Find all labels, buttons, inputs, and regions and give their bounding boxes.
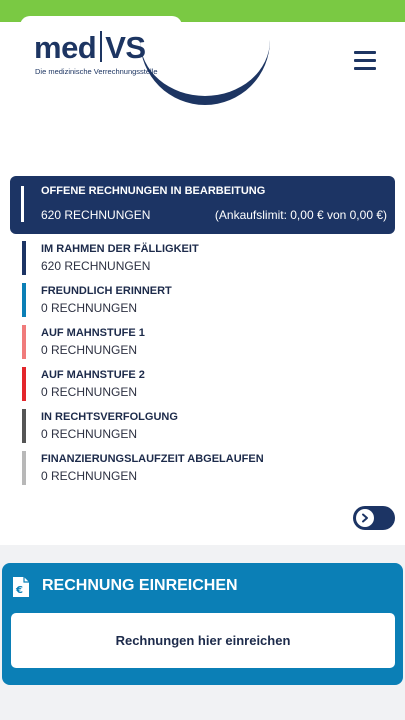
submit-invoice-title: RECHNUNG EINREICHEN bbox=[42, 577, 238, 594]
svg-text:€: € bbox=[15, 585, 23, 596]
status-count: 0 RECHNUNGEN bbox=[41, 343, 138, 357]
logo-divider bbox=[100, 31, 103, 62]
medvs-logo[interactable]: med VS Die medizinische Verrechnungsstell… bbox=[34, 28, 184, 84]
status-color-bar bbox=[22, 367, 26, 401]
status-item-mahnstufe-2[interactable]: AUF MAHNSTUFE 2 0 RECHNUNGEN bbox=[22, 367, 382, 401]
open-invoices-marker bbox=[21, 186, 24, 222]
status-title: IN RECHTSVERFOLGUNG bbox=[41, 411, 178, 423]
open-invoices-box[interactable]: OFFENE RECHNUNGEN IN BEARBEITUNG 620 REC… bbox=[10, 176, 395, 234]
status-color-bar bbox=[22, 241, 26, 275]
open-invoices-title: OFFENE RECHNUNGEN IN BEARBEITUNG bbox=[41, 185, 266, 197]
status-title: FINANZIERUNGSLAUFZEIT ABGELAUFEN bbox=[41, 453, 264, 465]
status-color-bar bbox=[22, 451, 26, 485]
status-color-bar bbox=[22, 409, 26, 443]
status-color-bar bbox=[22, 283, 26, 317]
status-item-rechtsverfolgung[interactable]: IN RECHTSVERFOLGUNG 0 RECHNUNGEN bbox=[22, 409, 382, 443]
progress-arc bbox=[140, 25, 270, 105]
status-item-erinnert[interactable]: FREUNDLICH ERINNERT 0 RECHNUNGEN bbox=[22, 283, 382, 317]
status-item-mahnstufe-1[interactable]: AUF MAHNSTUFE 1 0 RECHNUNGEN bbox=[22, 325, 382, 359]
invoice-euro-icon: € bbox=[11, 576, 31, 598]
next-toggle-button[interactable] bbox=[353, 506, 395, 530]
status-item-faelligkeit[interactable]: IM RAHMEN DER FÄLLIGKEIT 620 RECHNUNGEN bbox=[22, 241, 382, 275]
status-count: 0 RECHNUNGEN bbox=[41, 427, 138, 441]
logo-tagline: Die medizinische Verrechnungsstelle bbox=[35, 67, 158, 76]
status-item-finanzierung[interactable]: FINANZIERUNGSLAUFZEIT ABGELAUFEN 0 RECHN… bbox=[22, 451, 382, 485]
submit-invoices-button[interactable]: Rechnungen hier einreichen bbox=[11, 613, 395, 668]
chevron-right-icon bbox=[356, 509, 374, 527]
status-title: AUF MAHNSTUFE 1 bbox=[41, 327, 145, 339]
status-title: IM RAHMEN DER FÄLLIGKEIT bbox=[41, 243, 199, 255]
open-invoices-count: 620 RECHNUNGEN bbox=[41, 208, 151, 222]
purchase-limit: (Ankaufslimit: 0,00 € von 0,00 €) bbox=[214, 208, 387, 222]
status-count: 0 RECHNUNGEN bbox=[41, 301, 138, 315]
status-title: FREUNDLICH ERINNERT bbox=[41, 285, 172, 297]
status-title: AUF MAHNSTUFE 2 bbox=[41, 369, 145, 381]
submit-invoice-panel: € RECHNUNG EINREICHEN Rechnungen hier ei… bbox=[2, 563, 403, 685]
overview-card bbox=[0, 95, 405, 545]
logo-text-left: med bbox=[34, 30, 97, 65]
status-count: 0 RECHNUNGEN bbox=[41, 469, 138, 483]
status-count: 0 RECHNUNGEN bbox=[41, 385, 138, 399]
status-count: 620 RECHNUNGEN bbox=[41, 259, 151, 273]
logo-text-right: VS bbox=[105, 30, 146, 65]
hamburger-icon[interactable] bbox=[354, 51, 378, 70]
status-color-bar bbox=[22, 325, 26, 359]
